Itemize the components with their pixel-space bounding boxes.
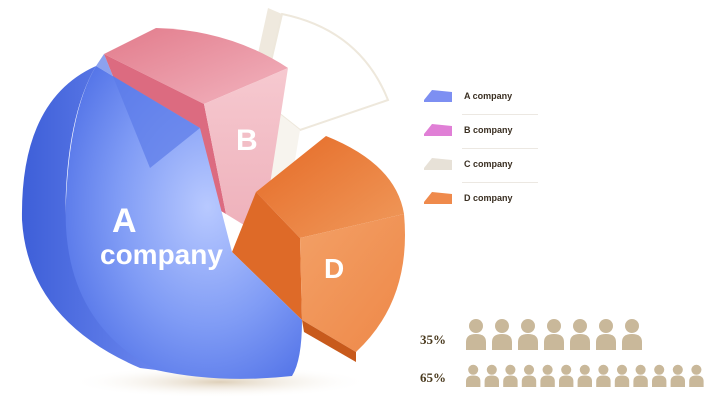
legend-label-d: D company	[464, 193, 513, 203]
legend-label-b: B company	[464, 125, 513, 135]
pie-shadow	[70, 366, 370, 398]
person-icon	[518, 319, 538, 350]
slice-a	[21, 54, 302, 379]
legend: A company B company C company D company	[418, 84, 538, 220]
person-icon	[521, 364, 537, 388]
person-icon	[466, 364, 481, 388]
person-icon	[577, 364, 592, 388]
person-icon	[503, 364, 518, 388]
legend-divider	[462, 182, 538, 183]
legend-label-a: A company	[464, 91, 513, 101]
legend-swatch-b	[424, 124, 452, 136]
person-icon	[652, 364, 667, 388]
pictogram-percent-label: 35%	[420, 332, 446, 347]
person-icon	[689, 364, 704, 388]
person-icon	[596, 364, 611, 388]
person-icon	[544, 319, 564, 350]
legend-divider	[462, 148, 538, 149]
pictogram-icons	[466, 364, 704, 388]
legend-item-a-company: A company	[418, 84, 538, 118]
legend-item-d-company: D company	[418, 186, 538, 220]
slice-a-label-word: company	[100, 239, 223, 270]
pictogram-icons	[466, 319, 642, 350]
person-icon	[540, 364, 555, 388]
slice-a-label-letter: A	[112, 202, 137, 240]
legend-swatch-d	[424, 192, 452, 204]
legend-swatch-c	[424, 158, 452, 170]
pictogram-percent-label: 65%	[420, 370, 446, 385]
person-icon	[492, 319, 512, 350]
person-icon	[670, 364, 685, 388]
person-icon	[622, 319, 642, 350]
person-icon	[570, 319, 590, 350]
person-icon	[559, 364, 574, 388]
slice-d	[232, 136, 405, 362]
legend-divider	[462, 114, 538, 115]
slice-b-label: B	[236, 124, 258, 157]
legend-swatch-a	[424, 90, 452, 102]
person-icon	[596, 319, 616, 350]
legend-item-c-company: C company	[418, 152, 538, 186]
legend-item-b-company: B company	[418, 118, 538, 152]
pictogram: 35% 65%	[418, 318, 718, 398]
person-icon	[484, 364, 499, 388]
slice-d-label: D	[324, 253, 344, 284]
legend-label-c: C company	[464, 159, 513, 169]
person-icon	[466, 319, 486, 350]
person-icon	[633, 364, 648, 388]
person-icon	[614, 364, 630, 388]
